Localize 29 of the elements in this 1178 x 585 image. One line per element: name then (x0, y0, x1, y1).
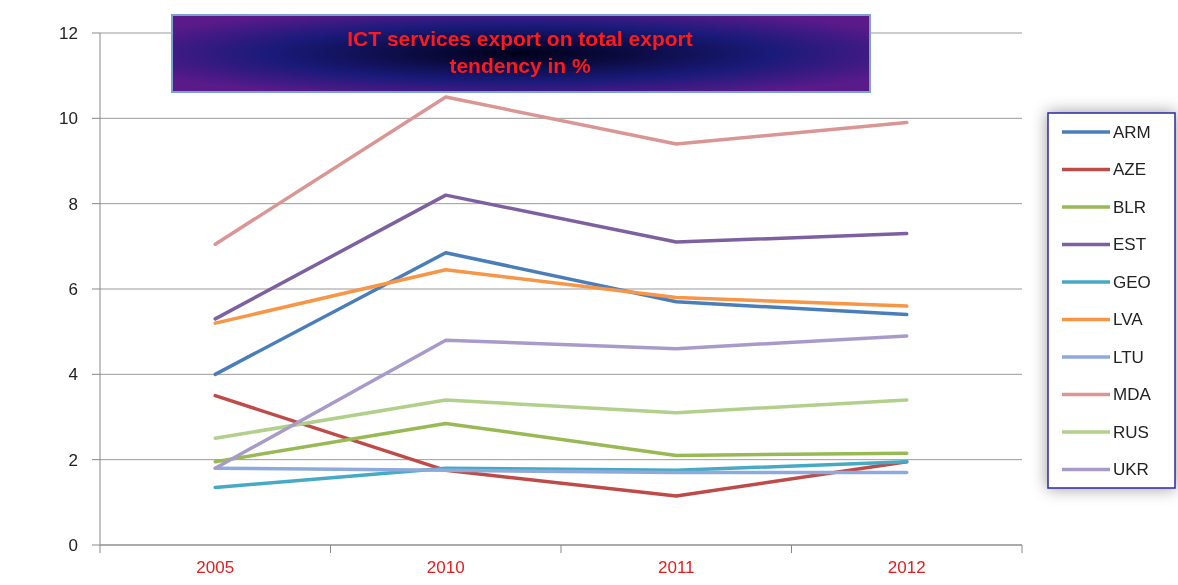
legend-label: EST (1113, 235, 1147, 255)
y-tick-label: 6 (68, 279, 78, 299)
x-tick-label: 2012 (887, 558, 926, 577)
y-tick-label: 10 (59, 109, 78, 129)
line-series (213, 460, 909, 490)
x-tick-label: 2010 (426, 558, 465, 577)
y-tick-label: 4 (68, 365, 78, 385)
legend-label: RUS (1113, 422, 1149, 442)
line-series (213, 268, 909, 325)
legend-label: UKR (1113, 460, 1149, 480)
line-series (213, 95, 909, 246)
legend-label: LTU (1113, 347, 1144, 367)
legend-label: MDA (1113, 385, 1152, 405)
chart-title: ICT services export on total export tendency in % (347, 27, 693, 77)
line-series (213, 334, 909, 470)
y-tick-label: 12 (59, 23, 78, 43)
x-tick-label: 2005 (196, 558, 235, 577)
legend-label: LVA (1113, 310, 1144, 330)
y-tick-label: 2 (68, 450, 78, 470)
legend-label: AZE (1113, 160, 1147, 180)
line-series (213, 193, 909, 321)
legend-label: GEO (1113, 272, 1151, 292)
legend-label: ARM (1113, 122, 1151, 142)
legend-label: BLR (1113, 197, 1147, 217)
x-tick-label: 2011 (657, 558, 695, 577)
line-series (213, 421, 909, 464)
y-tick-label: 8 (68, 194, 78, 214)
y-tick-label: 0 (68, 535, 78, 555)
line-series (213, 250, 909, 377)
